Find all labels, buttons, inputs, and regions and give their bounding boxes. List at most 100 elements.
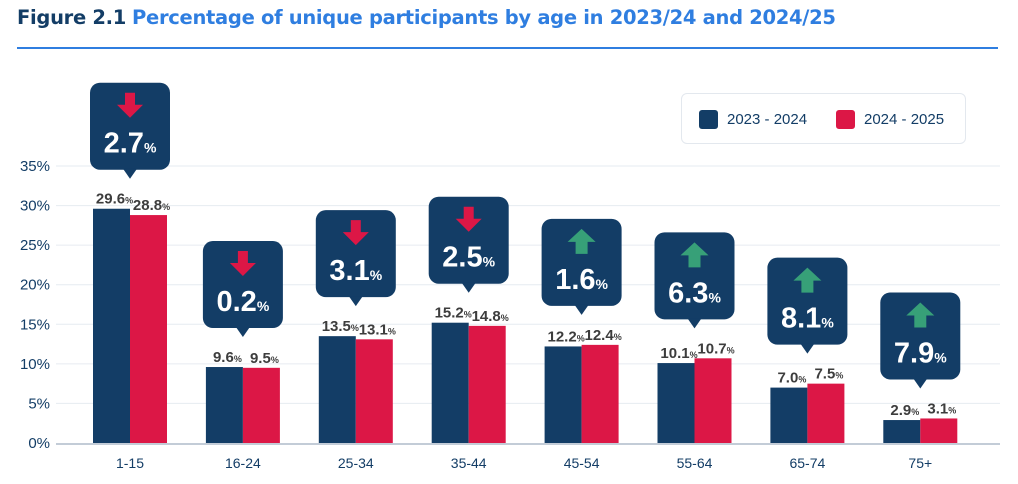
x-tick-label: 16-24 <box>225 455 261 471</box>
bar-2023-2024 <box>318 336 356 443</box>
change-value: 3.1% <box>329 255 382 287</box>
value-label: 10.7% <box>697 340 734 357</box>
legend-item-2023-2024: 2023 - 2024 <box>699 110 807 129</box>
bar-2023-2024 <box>770 387 808 443</box>
value-label: 7.5% <box>814 366 843 383</box>
change-callout <box>90 82 170 170</box>
callout-pointer <box>687 318 702 329</box>
change-value: 2.7% <box>104 128 157 160</box>
legend-swatch-2024-2025 <box>836 110 855 129</box>
y-tick-label: 25% <box>20 237 50 254</box>
bar-2023-2024 <box>93 208 130 443</box>
change-value: 0.2% <box>217 286 270 318</box>
change-value: 8.1% <box>781 303 834 335</box>
callout-pointer <box>348 296 363 307</box>
value-label: 9.6% <box>213 349 242 366</box>
callout-pointer <box>123 168 137 179</box>
figure-label: Figure 2.1 <box>17 6 127 29</box>
arrow-down-icon <box>342 220 369 246</box>
change-callout <box>428 196 509 284</box>
bar-2024-2025 <box>920 418 958 443</box>
callout-pointer <box>235 327 250 338</box>
value-label: 10.1% <box>660 345 697 362</box>
change-callout <box>654 232 735 320</box>
bar-2024-2025 <box>242 367 280 443</box>
arrow-down-icon <box>455 206 482 232</box>
x-tick-label: 45-54 <box>564 455 600 471</box>
bar-2024-2025 <box>355 339 393 443</box>
x-tick-label: 1-15 <box>116 455 144 471</box>
bar-2024-2025 <box>581 344 619 443</box>
value-label: 7.0% <box>777 370 806 387</box>
legend-label: 2024 - 2025 <box>864 111 945 128</box>
category-group-65-74: 7.0% 7.5% 65-74 8.1% <box>767 257 848 471</box>
callout-pointer <box>574 304 589 315</box>
value-label: 15.2% <box>435 305 472 322</box>
y-tick-label: 20% <box>20 277 50 294</box>
arrow-up-icon <box>906 302 935 328</box>
bar-2023-2024 <box>883 420 921 443</box>
value-label: 2.9% <box>890 402 919 419</box>
x-tick-label: 25-34 <box>338 455 374 471</box>
arrow-up-icon <box>680 242 709 268</box>
y-tick-label: 10% <box>20 356 50 373</box>
title-divider <box>17 47 998 49</box>
chart-title: Figure 2.1 Percentage of unique participa… <box>17 6 836 29</box>
change-callout <box>202 241 283 329</box>
bar-2023-2024 <box>205 367 243 443</box>
value-label: 13.5% <box>322 318 359 335</box>
category-group-35-44: 15.2% 14.8% 35-44 2.5% <box>428 196 509 471</box>
x-tick-label: 75+ <box>908 455 932 471</box>
arrow-down-icon <box>229 251 256 277</box>
callout-pointer <box>461 282 476 293</box>
y-tick-label: 35% <box>20 158 50 175</box>
value-label: 28.8% <box>133 197 170 214</box>
value-label: 9.5% <box>250 350 279 367</box>
y-tick-label: 15% <box>20 316 50 333</box>
bar-2023-2024 <box>544 346 582 443</box>
change-callout <box>880 292 961 380</box>
arrow-up-icon <box>567 228 596 254</box>
category-group-16-24: 9.6% 9.5% 16-24 0.2% <box>202 241 283 471</box>
value-label: 14.8% <box>472 308 509 325</box>
title-text: Percentage of unique participants by age… <box>132 6 836 29</box>
change-value: 1.6% <box>555 264 608 296</box>
bar-2024-2025 <box>468 325 506 443</box>
x-tick-label: 65-74 <box>789 455 825 471</box>
value-label: 29.6% <box>96 191 133 208</box>
y-tick-label: 30% <box>20 198 50 215</box>
bar-2023-2024 <box>431 322 469 443</box>
value-label: 3.1% <box>927 400 956 417</box>
value-label: 12.2% <box>547 328 584 345</box>
change-value: 2.5% <box>442 242 495 274</box>
legend: 2023 - 2024 2024 - 2025 <box>681 93 966 144</box>
change-callout <box>315 210 396 298</box>
change-value: 7.9% <box>894 337 947 369</box>
legend-label: 2023 - 2024 <box>727 111 808 128</box>
callout-pointer <box>800 343 815 354</box>
arrow-up-icon <box>793 267 822 293</box>
bar-2023-2024 <box>657 363 695 443</box>
category-group-45-54: 12.2% 12.4% 45-54 1.6% <box>541 218 622 471</box>
x-tick-label: 55-64 <box>677 455 713 471</box>
x-tick-label: 35-44 <box>451 455 487 471</box>
change-value: 6.3% <box>668 277 721 309</box>
y-tick-label: 0% <box>28 435 50 452</box>
bar-2024-2025 <box>130 215 167 443</box>
value-label: 12.4% <box>584 327 621 344</box>
legend-swatch-2023-2024 <box>699 110 718 129</box>
callout-pointer <box>913 378 928 389</box>
change-callout <box>541 218 622 306</box>
category-group-25-34: 13.5% 13.1% 25-34 3.1% <box>315 210 396 471</box>
value-label: 13.1% <box>359 321 396 338</box>
change-callout <box>767 257 848 345</box>
arrow-down-icon <box>117 92 143 118</box>
category-group-1-15: 29.6% 28.8% 1-15 2.7% <box>90 82 170 471</box>
category-group-55-64: 10.1% 10.7% 55-64 6.3% <box>654 232 735 471</box>
legend-item-2024-2025: 2024 - 2025 <box>836 110 944 129</box>
bar-2024-2025 <box>807 383 845 443</box>
bar-2024-2025 <box>694 358 732 443</box>
y-tick-label: 5% <box>28 395 50 412</box>
category-group-75+: 2.9% 3.1% 75+ 7.9% <box>880 292 961 471</box>
